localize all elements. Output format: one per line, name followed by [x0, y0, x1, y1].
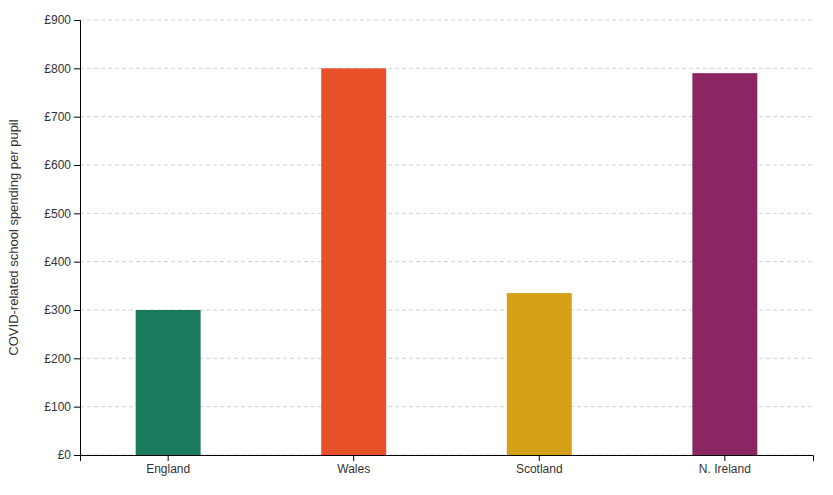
tick: £0: [58, 448, 80, 462]
bar: [136, 310, 201, 455]
tick-label: England: [146, 462, 190, 476]
x-axis: England Wales Scotland N. Ireland: [81, 455, 814, 476]
tick-mark: [74, 407, 80, 408]
tick-label: £200: [44, 352, 71, 366]
bar: [507, 293, 572, 455]
tick: £100: [44, 400, 80, 414]
axis-line: [81, 456, 814, 462]
tick-mark: [74, 455, 80, 456]
tick-mark: [74, 117, 80, 118]
tick-mark: [74, 20, 80, 21]
tick-label: £500: [44, 207, 71, 221]
tick-mark: [74, 165, 80, 166]
tick-label: £700: [44, 110, 71, 124]
tick-label: Scotland: [516, 462, 563, 476]
tick: £800: [44, 62, 80, 76]
tick-mark: [74, 213, 80, 214]
tick: £500: [44, 207, 80, 221]
grid: [80, 20, 813, 455]
bars: [136, 68, 758, 455]
tick-label: Wales: [337, 462, 370, 476]
tick: £900: [44, 13, 80, 27]
tick: £400: [44, 255, 80, 269]
tick: £200: [44, 352, 80, 366]
tick-label: £0: [58, 448, 72, 462]
tick: £700: [44, 110, 80, 124]
tick: N. Ireland: [699, 455, 751, 476]
tick-mark: [539, 455, 540, 461]
axis-line: [74, 21, 81, 456]
chart: £0 £100 £200 £300 £400 £500 £600 £700 £800 £900 En…: [0, 0, 833, 495]
tick-mark: [74, 310, 80, 311]
bar: [321, 68, 386, 455]
plot: £0 £100 £200 £300 £400 £500 £600 £700 £800 £900 En…: [44, 13, 813, 475]
tick-mark: [353, 455, 354, 461]
tick-mark: [168, 455, 169, 461]
tick-mark: [74, 68, 80, 69]
tick-label: £600: [44, 158, 71, 172]
grid-line: [80, 20, 813, 21]
tick: Scotland: [516, 455, 563, 476]
tick: £300: [44, 303, 80, 317]
grid-line: [80, 68, 813, 69]
tick-label: £400: [44, 255, 71, 269]
tick-label: £800: [44, 62, 71, 76]
tick-label: £300: [44, 303, 71, 317]
tick-mark: [724, 455, 725, 461]
y-axis-title: COVID-related school spending per pupil: [6, 119, 21, 355]
tick-label: N. Ireland: [699, 462, 751, 476]
y-axis: £0 £100 £200 £300 £400 £500 £600 £700 £800 £900: [44, 13, 80, 462]
tick: Wales: [337, 455, 370, 476]
bar: [692, 73, 757, 455]
tick-label: £100: [44, 400, 71, 414]
tick-mark: [74, 262, 80, 263]
tick-label: £900: [44, 13, 71, 27]
tick: England: [146, 455, 190, 476]
tick: £600: [44, 158, 80, 172]
tick-mark: [74, 358, 80, 359]
